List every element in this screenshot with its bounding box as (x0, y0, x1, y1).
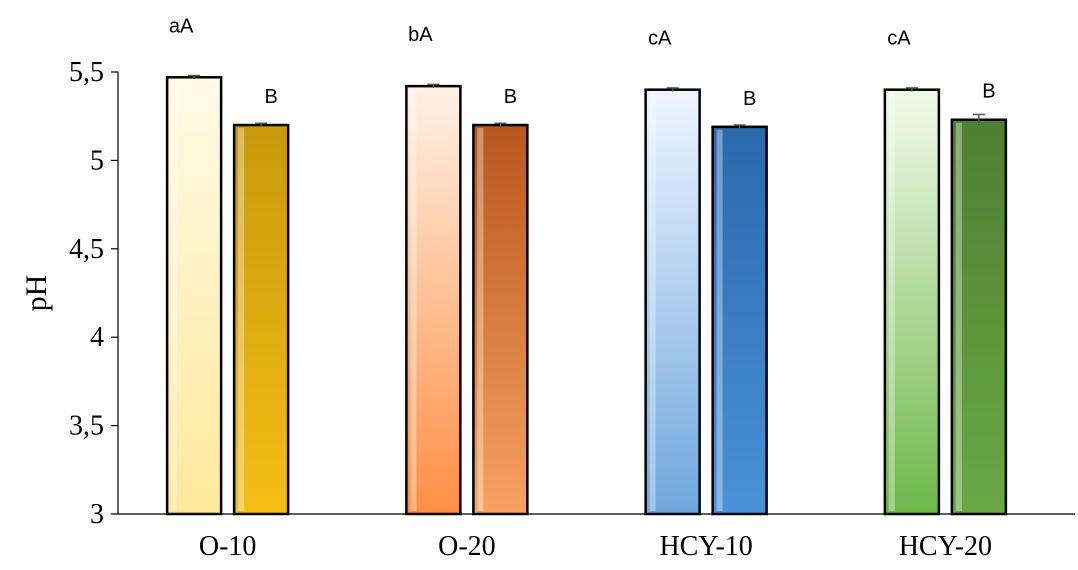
bar-highlight (238, 128, 245, 512)
bar-highlight (888, 92, 895, 512)
y-tick-label: 4,5 (69, 234, 104, 265)
bar-highlight (716, 129, 723, 512)
y-tick-label: 5,5 (69, 57, 104, 88)
significance-label: B (504, 86, 517, 108)
x-ticks: O-10 O-20 HCY-10 HCY-20 (199, 531, 992, 562)
y-tick-label: 3,5 (69, 411, 104, 442)
x-tick-label: O-20 (438, 531, 496, 562)
bar-highlight (955, 122, 962, 512)
significance-label: B (264, 86, 277, 108)
significance-label: cA (887, 28, 911, 50)
significance-label: aA (169, 15, 194, 37)
bar-highlight (477, 128, 484, 512)
y-axis-label: pH (20, 275, 53, 312)
bar (883, 88, 941, 516)
bar (644, 88, 701, 516)
significance-label: bA (408, 24, 433, 46)
bar-highlight (171, 80, 178, 511)
bars (165, 74, 1008, 516)
significance-label: cA (648, 28, 672, 50)
significance-label: B (743, 88, 756, 110)
bar (165, 76, 223, 516)
y-tick-label: 3 (90, 499, 104, 530)
y-ticks: 3 3,5 4 4,5 5 5,5 (69, 57, 118, 530)
bar-labels: aA BbA BcA BcA B (169, 15, 996, 110)
significance-label: B (982, 81, 995, 103)
y-tick-label: 5 (90, 145, 104, 176)
bar (711, 125, 768, 516)
x-tick-label: O-10 (199, 531, 257, 562)
x-tick-label: HCY-10 (659, 531, 752, 562)
bar-highlight (410, 89, 417, 512)
bar-highlight (649, 92, 656, 512)
y-tick-label: 4 (90, 322, 104, 353)
x-tick-label: HCY-20 (899, 531, 992, 562)
bar (472, 123, 529, 516)
